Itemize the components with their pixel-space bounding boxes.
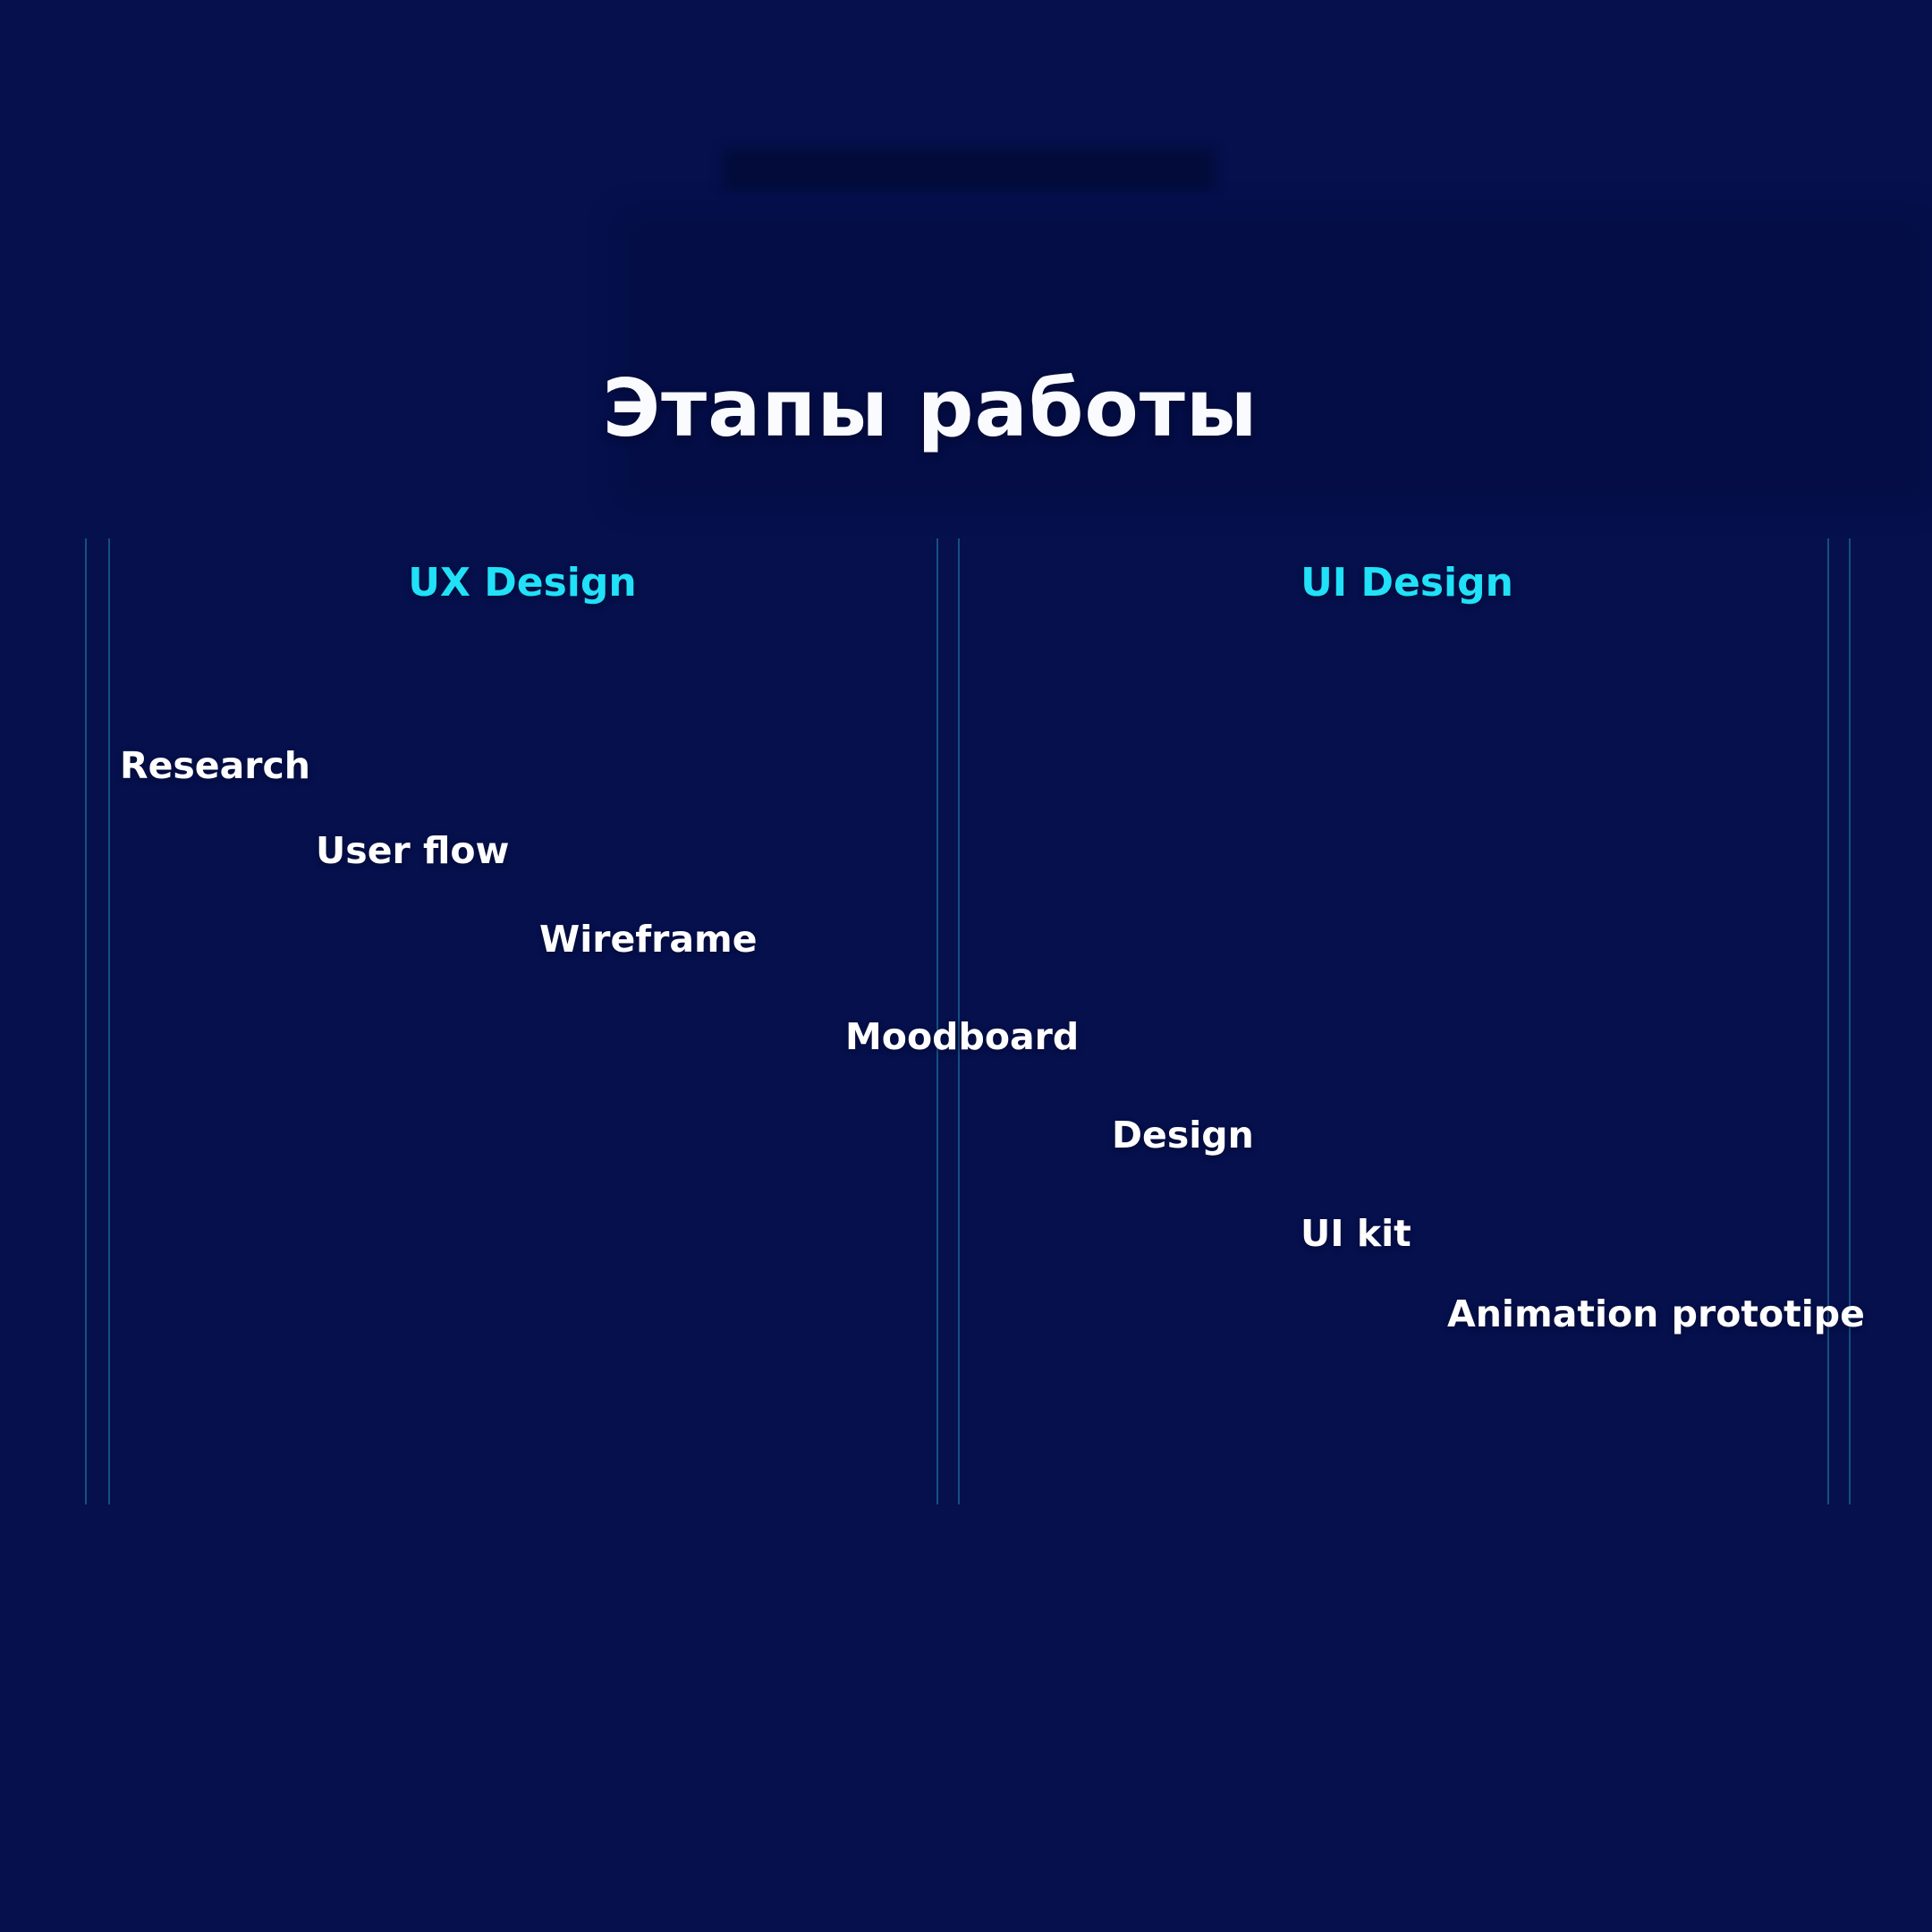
guide-line — [958, 538, 960, 1504]
slide-title: Этапы работы — [602, 361, 1258, 454]
step-label-research: Research — [120, 744, 310, 787]
step-label-user-flow: User flow — [316, 829, 510, 872]
guide-line — [1849, 538, 1851, 1504]
column-header-ui-design: UI Design — [1301, 560, 1513, 606]
guide-line — [936, 538, 938, 1504]
step-label-moodboard: Moodboard — [845, 1015, 1080, 1058]
column-header-ux-design: UX Design — [408, 560, 637, 606]
guide-line — [108, 538, 110, 1504]
background-artifact-band — [723, 148, 1215, 190]
step-label-animation-prototipe: Animation prototipe — [1447, 1292, 1865, 1335]
background-artifact-wash — [617, 211, 1932, 506]
guide-line — [1827, 538, 1829, 1504]
step-label-design: Design — [1112, 1114, 1254, 1157]
step-label-ui-kit: UI kit — [1301, 1212, 1411, 1255]
guide-line — [85, 538, 87, 1504]
step-label-wireframe: Wireframe — [539, 918, 758, 961]
